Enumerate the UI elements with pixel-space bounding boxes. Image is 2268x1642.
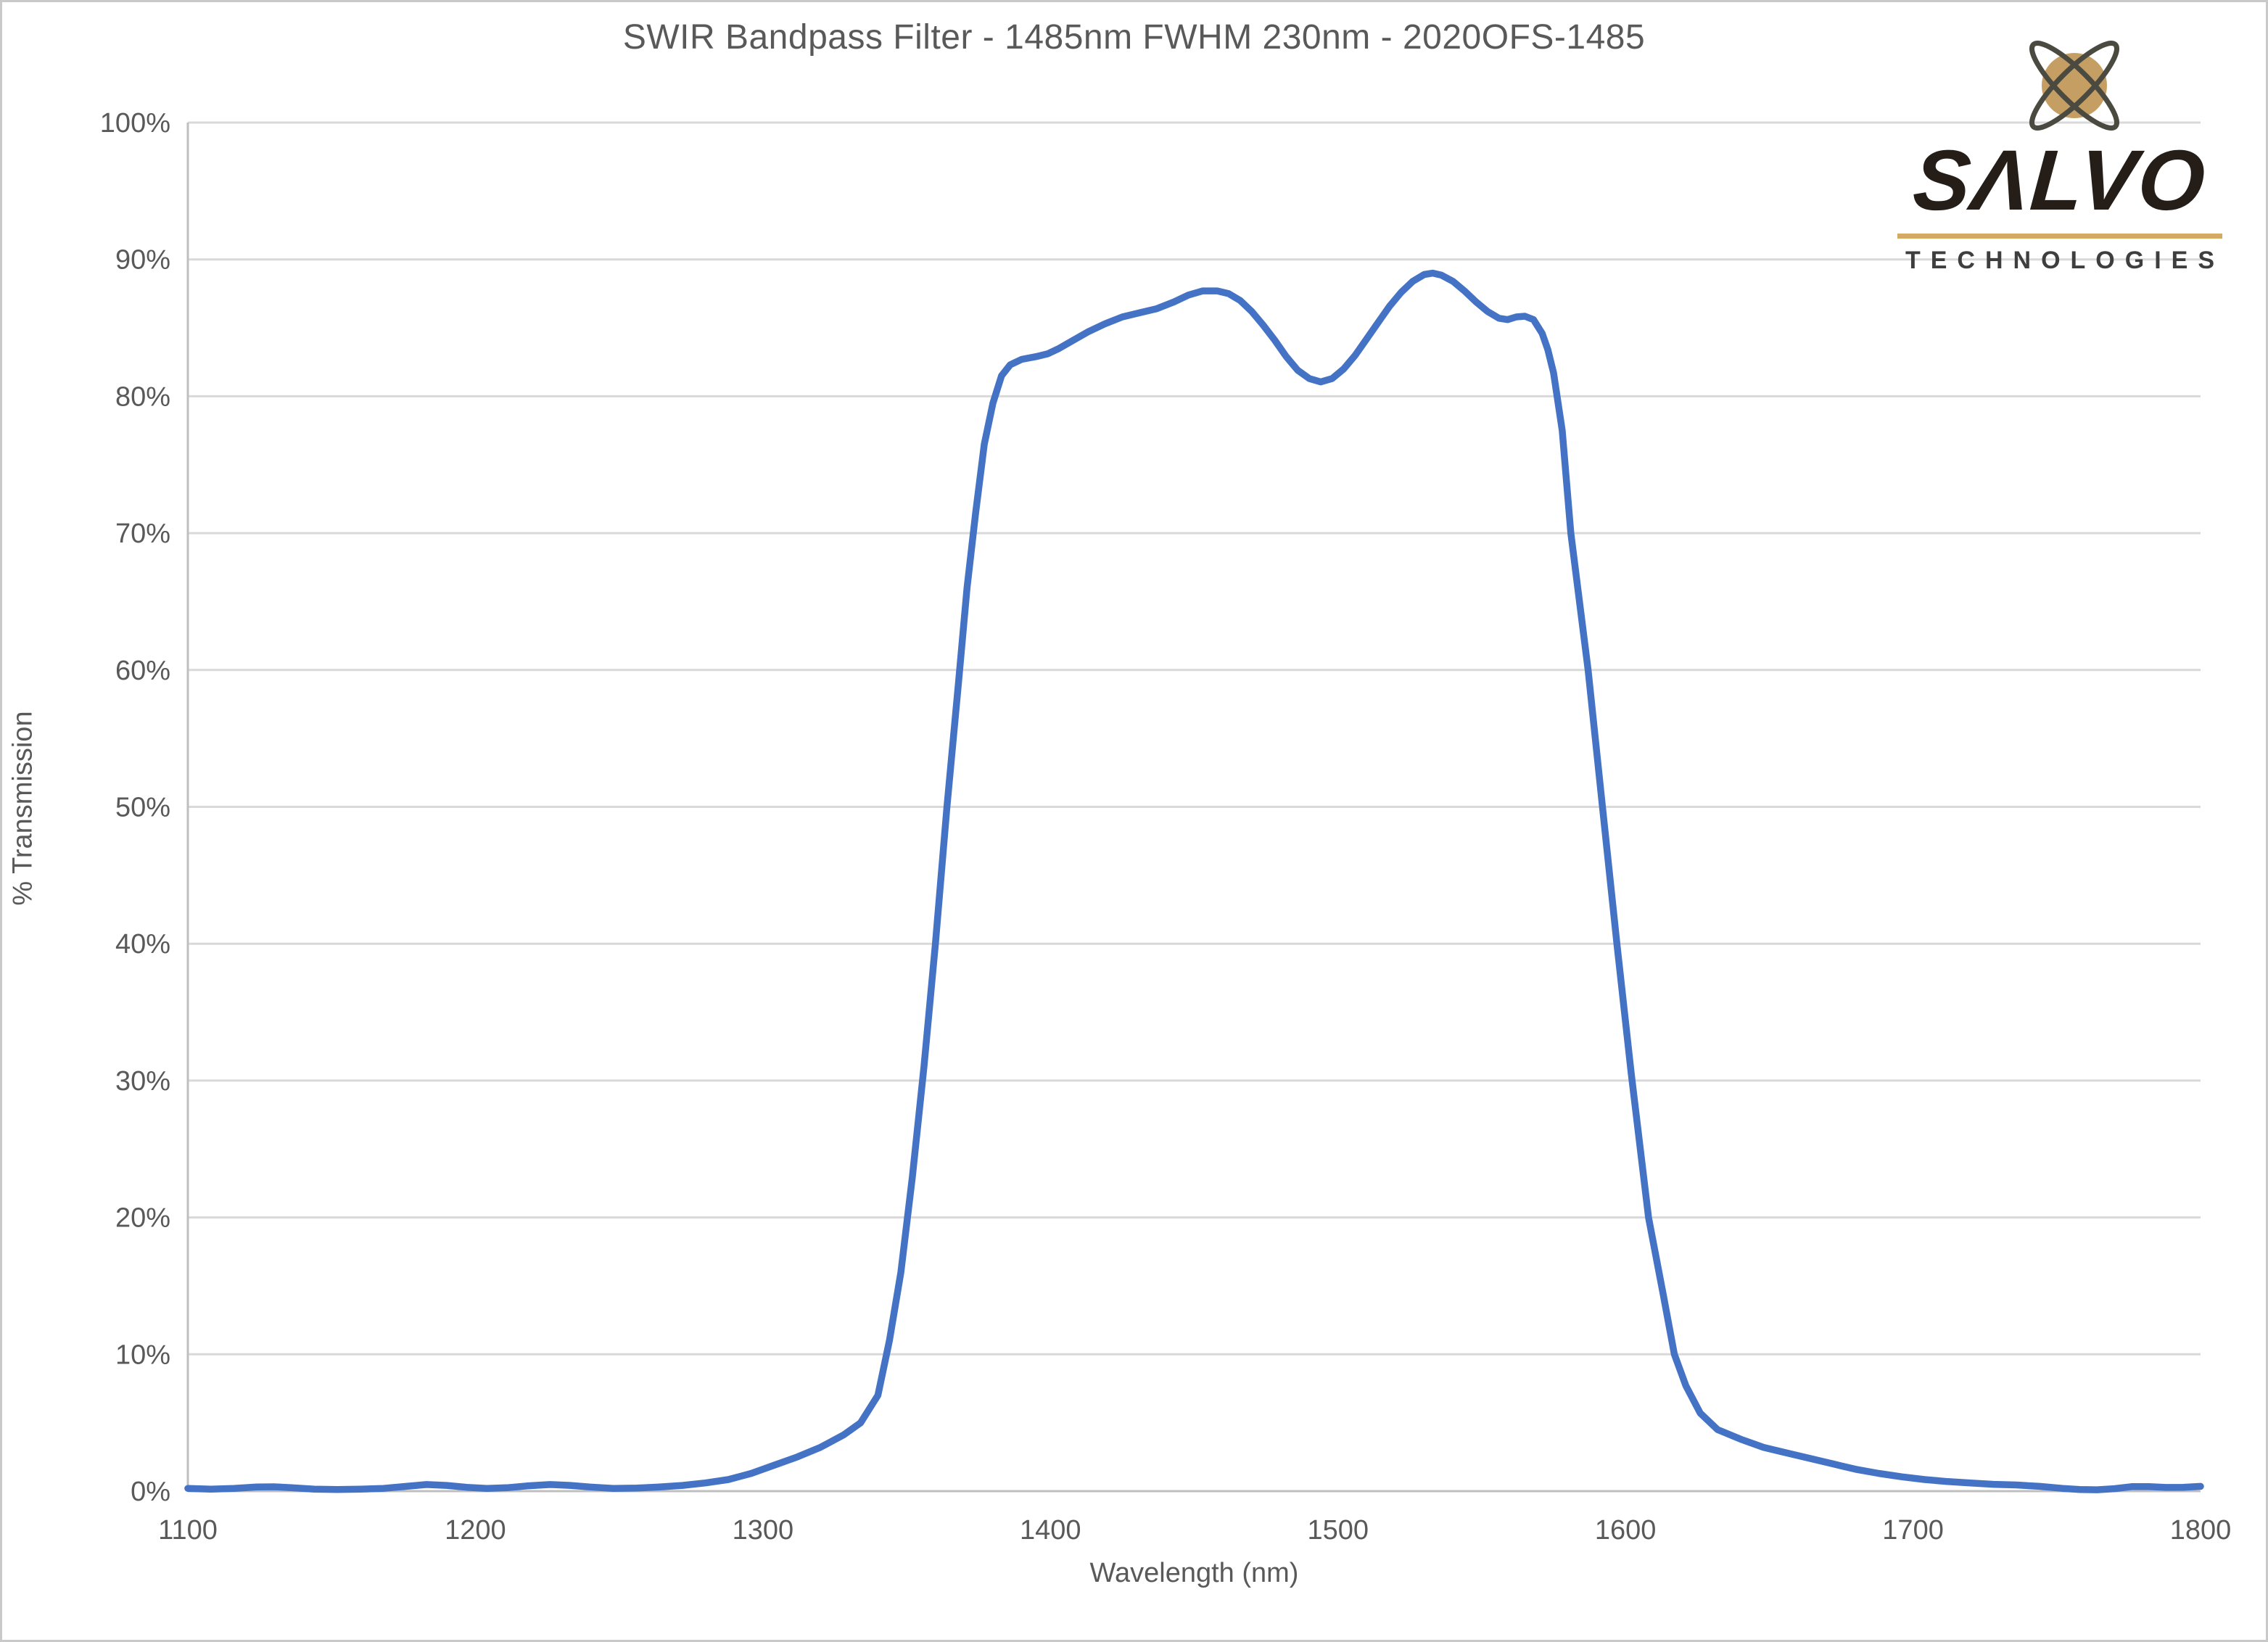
logo-subtitle: TECHNOLOGIES — [1905, 247, 2225, 274]
x-tick-label-1600: 1600 — [1595, 1515, 1657, 1546]
x-axis-title: Wavelength (nm) — [1089, 1558, 1299, 1588]
logo-gold-underline — [1897, 234, 2222, 239]
x-tick-label-1300: 1300 — [733, 1515, 794, 1546]
y-tick-label-80: 80% — [115, 381, 170, 412]
y-tick-label-40: 40% — [115, 929, 170, 960]
salvo-wordmark: SΛLVO — [1910, 133, 2210, 228]
x-tick-label-1100: 1100 — [158, 1515, 218, 1546]
y-tick-label-90: 90% — [115, 245, 170, 276]
x-tick-label-1200: 1200 — [445, 1515, 506, 1546]
y-tick-label-100: 100% — [100, 108, 170, 139]
x-tick-label-1500: 1500 — [1307, 1515, 1369, 1546]
orbit-ellipse-2 — [2029, 41, 2119, 131]
series-line-transmission — [184, 269, 2204, 1493]
atom-orbit-icon — [2029, 41, 2119, 131]
y-tick-label-70: 70% — [115, 519, 170, 549]
x-tick-label-1800: 1800 — [2170, 1515, 2232, 1546]
chart-title: SWIR Bandpass Filter - 1485nm FWHM 230nm… — [622, 18, 1646, 57]
salvo-technologies-logo: SΛLVO TECHNOLOGIES — [1886, 29, 2234, 290]
y-tick-label-60: 60% — [115, 656, 170, 686]
y-tick-label-30: 30% — [115, 1066, 170, 1097]
y-tick-label-10: 10% — [115, 1340, 170, 1370]
orbit-ellipse-1 — [2029, 41, 2119, 131]
y-tick-label-20: 20% — [115, 1203, 170, 1234]
x-tick-label-1700: 1700 — [1882, 1515, 1944, 1546]
y-tick-label-0: 0% — [131, 1477, 170, 1507]
atom-sphere — [2042, 53, 2107, 118]
x-tick-label-1400: 1400 — [1020, 1515, 1081, 1546]
y-tick-label-50: 50% — [115, 793, 170, 823]
